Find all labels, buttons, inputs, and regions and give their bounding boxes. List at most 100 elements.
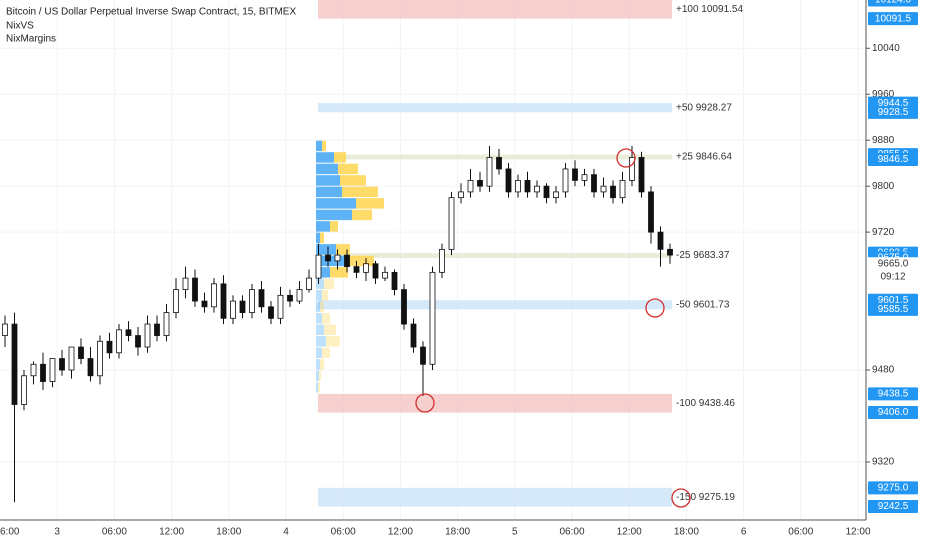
circle-marker: [645, 298, 665, 318]
candle-body: [78, 346, 84, 359]
price-label-box: [868, 302, 918, 316]
price-label-box: [868, 499, 918, 513]
candle-body: [68, 346, 75, 371]
indicator-label: NixVS: [6, 21, 34, 32]
annotations: [415, 148, 691, 508]
candle-body: [572, 168, 578, 181]
profile-buy: [316, 255, 346, 267]
candle-body: [306, 277, 312, 290]
price-label-box: [868, 387, 918, 401]
candle-body: [648, 191, 654, 233]
profile-buy: [316, 244, 336, 255]
candle-body: [439, 248, 445, 273]
profile-sell: [324, 324, 336, 336]
candle-body: [192, 277, 198, 302]
candle-body: [600, 185, 607, 193]
zone: [318, 487, 672, 507]
profile-buy: [316, 313, 322, 324]
zone: [318, 253, 672, 258]
candle-body: [562, 168, 569, 193]
zone: [318, 103, 672, 113]
time-axis: 6:00 3 06:00 12:00 18:00 4 06:00 12:00 18:00 5 06:…: [0, 527, 871, 538]
candle-body: [249, 289, 255, 313]
price-label-box: [868, 481, 918, 495]
profile-sell: [330, 221, 338, 232]
candle-body: [11, 323, 18, 405]
x-tick-label: 18:00: [216, 527, 241, 538]
profile-buy: [316, 301, 320, 313]
chart-title: Bitcoin / US Dollar Perpetual Inverse Sw…: [6, 7, 296, 18]
candle-body: [40, 363, 46, 382]
price-label-box: [868, 406, 918, 420]
candle-body: [325, 254, 331, 262]
y-tick-label: 9320: [872, 457, 895, 468]
candle-body: [201, 300, 208, 308]
candle-body: [524, 180, 531, 193]
candle-body: [258, 289, 265, 308]
circle-marker: [671, 488, 691, 508]
x-tick-label: 18:00: [674, 527, 699, 538]
zone-label: -50 9601.73: [676, 299, 730, 310]
candle-body: [97, 340, 103, 377]
profile-sell: [342, 186, 378, 198]
profile-sell: [324, 278, 334, 290]
candle-body: [401, 289, 407, 325]
candle-body: [106, 340, 113, 354]
profile-sell: [356, 198, 384, 209]
x-tick-label: 6:00: [0, 527, 20, 538]
x-tick-label: 12:00: [845, 527, 870, 538]
price-label: 10124.0: [875, 0, 912, 6]
candle-body: [173, 289, 179, 313]
profile-buy: [316, 290, 322, 301]
y-tick-label: 9960: [872, 89, 895, 100]
profile-sell: [326, 336, 340, 347]
zones: +100 10091.54 +50 9928.27 +25 9846.64 -25 9…: [318, 0, 743, 507]
candle-body: [220, 283, 227, 319]
profile-sell: [352, 209, 372, 221]
candle-body: [429, 271, 436, 365]
candle-body: [372, 263, 379, 279]
profile-buy: [316, 347, 322, 359]
candle-body: [458, 191, 464, 199]
zone-label: -150 9275.19: [676, 492, 735, 503]
zone: [318, 0, 672, 19]
candle-body: [410, 323, 417, 348]
profile-sell: [322, 347, 330, 359]
x-tick-label: 5: [512, 527, 518, 538]
zone: [318, 154, 672, 160]
x-tick-label: 06:00: [788, 527, 813, 538]
candle-body: [581, 174, 588, 181]
profile-buy: [316, 163, 338, 175]
x-tick-label: 12:00: [159, 527, 184, 538]
candle-body: [344, 254, 350, 268]
profile-buy: [316, 221, 330, 232]
candle-body: [382, 271, 388, 279]
candle-body: [496, 157, 502, 170]
y-tick-label: 10040: [872, 43, 900, 54]
candle-body: [391, 271, 398, 290]
candle-body: [135, 335, 141, 348]
candle-body: [49, 358, 56, 382]
profile-buy: [316, 140, 322, 152]
price-label: 9275.0: [878, 482, 909, 493]
price-label: 10091.5: [875, 13, 912, 24]
circle-marker: [616, 148, 636, 168]
candle-body: [486, 157, 493, 187]
profile-sell: [320, 359, 324, 370]
zone-label: +25 9846.64: [676, 152, 732, 163]
profile-buy: [316, 324, 324, 336]
candle-body: [657, 231, 664, 250]
profile-sell: [319, 370, 321, 382]
x-tick-label: 6: [741, 527, 747, 538]
candle-body: [211, 283, 217, 308]
profile-buy: [316, 175, 340, 186]
profile-sell: [334, 152, 346, 163]
zone-label: +50 9928.27: [676, 102, 732, 113]
candle-body: [334, 254, 341, 262]
profile-buy: [316, 232, 320, 244]
candle-body: [163, 312, 170, 336]
circle-marker: [415, 393, 435, 413]
profile-sell: [320, 232, 324, 244]
